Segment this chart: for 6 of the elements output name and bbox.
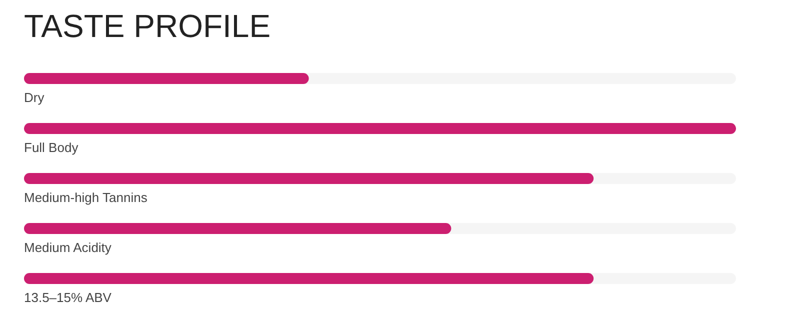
y-tick-label: Full Body: [24, 140, 79, 155]
y-tick-label: Dry: [24, 90, 45, 105]
chart-title: TASTE PROFILE: [24, 8, 272, 46]
y-tick-label: 13.5–15% ABV: [24, 290, 112, 305]
y-tick-label: Medium-high Tannins: [24, 190, 148, 205]
y-tick-label: Medium Acidity: [24, 240, 112, 255]
